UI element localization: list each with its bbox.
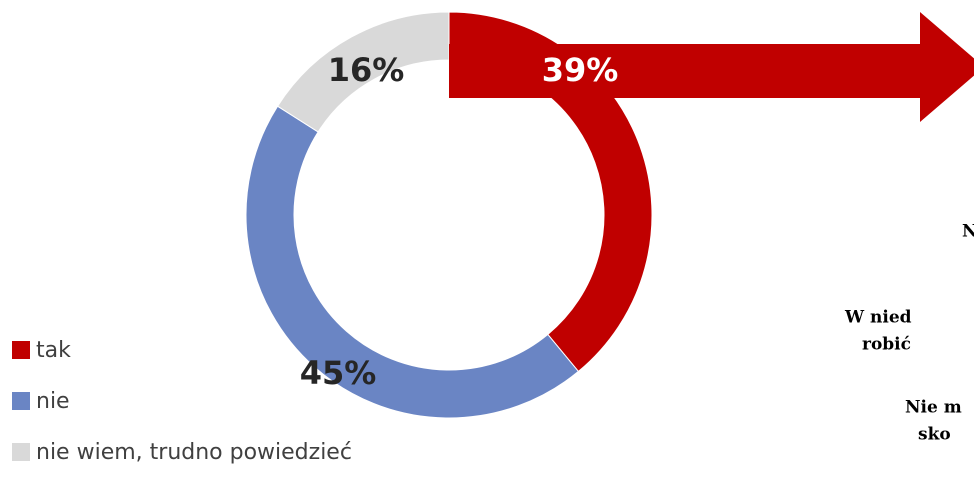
value-label: 16% bbox=[328, 51, 405, 89]
slice bbox=[276, 11, 450, 133]
side-text: N bbox=[962, 222, 974, 242]
side-text: W nied bbox=[844, 308, 912, 328]
side-text: sko bbox=[918, 425, 951, 445]
arrow bbox=[449, 12, 974, 122]
legend-label: nie wiem, trudno powiedzieć bbox=[36, 440, 352, 465]
side-text: robić bbox=[862, 335, 911, 355]
slice bbox=[245, 105, 580, 419]
legend-swatch bbox=[12, 443, 30, 461]
value-label: 45% bbox=[300, 354, 377, 392]
value-label: 39% bbox=[542, 51, 619, 89]
legend-label: nie bbox=[36, 389, 70, 414]
side-text: Nie m bbox=[905, 398, 962, 418]
legend-swatch bbox=[12, 341, 30, 359]
legend-label: tak bbox=[36, 338, 71, 363]
legend-swatch bbox=[12, 392, 30, 410]
